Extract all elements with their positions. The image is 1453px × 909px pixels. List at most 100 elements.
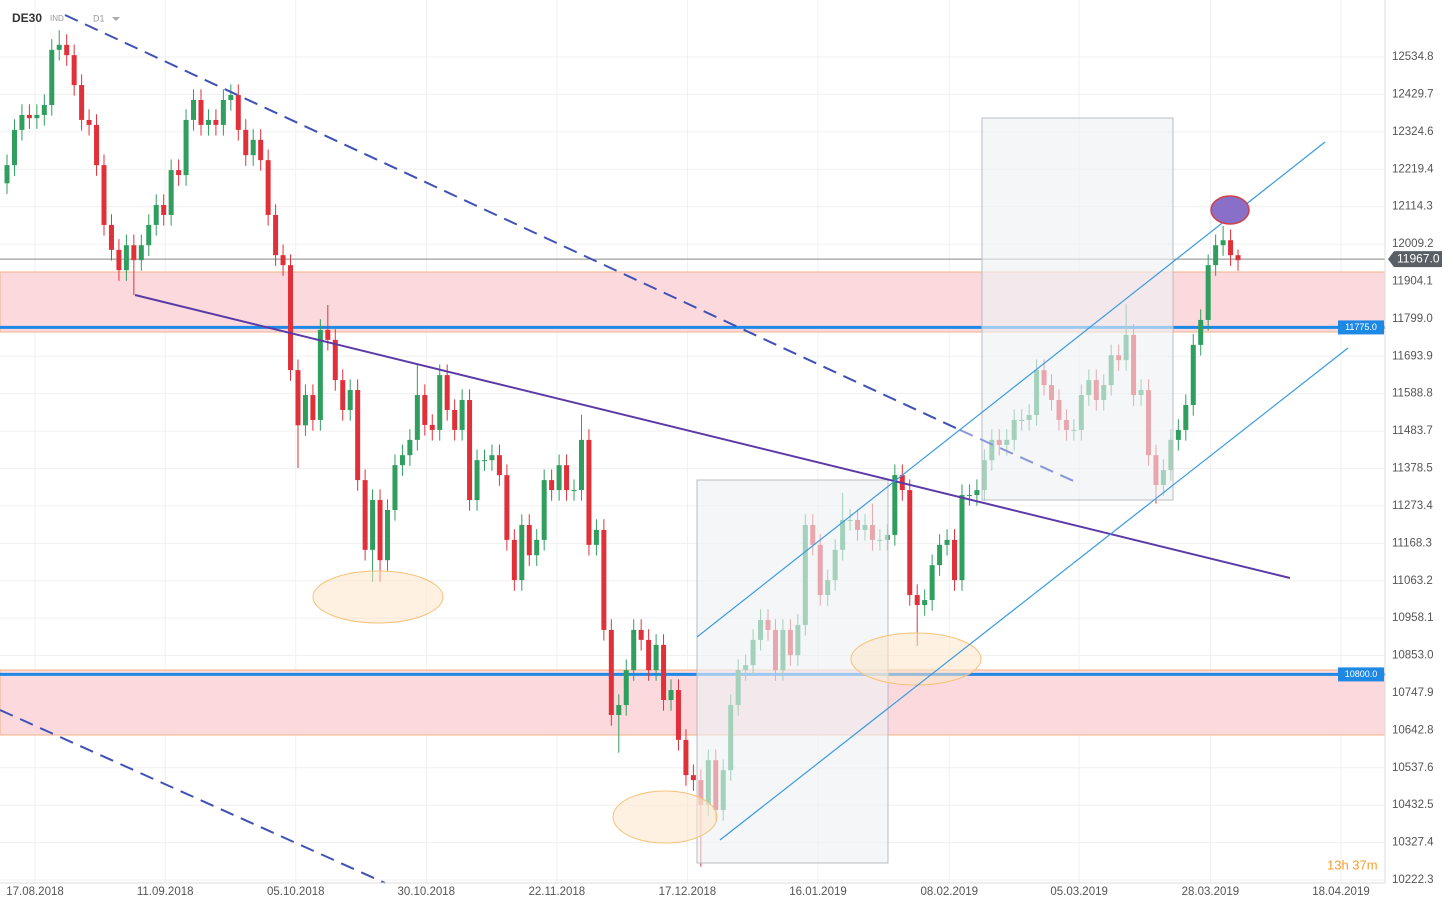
candle-body <box>601 529 607 630</box>
candle-body <box>952 539 958 581</box>
candle-body <box>86 119 92 125</box>
candle-body <box>586 439 592 545</box>
candle-body <box>108 224 114 250</box>
trendline <box>134 294 1291 579</box>
labels: 12534.8 12429.7 12324.6 12219.4 12114.3 12009… <box>6 51 1442 898</box>
x-tick-label: 05.03.2019 <box>1050 886 1108 898</box>
y-tick-label: 10747.9 <box>1392 687 1434 699</box>
candle-body <box>414 395 420 440</box>
candle-body <box>56 44 62 50</box>
candle-body <box>519 524 525 581</box>
candle-body <box>153 204 159 225</box>
candle-body <box>340 380 346 410</box>
candle-body <box>183 119 189 176</box>
candle-body <box>422 395 428 425</box>
candle-body <box>176 170 182 176</box>
ellipse-marker <box>612 790 718 844</box>
candle-body <box>116 249 122 271</box>
x-tick-label: 17.12.2018 <box>659 886 717 898</box>
candle-body <box>593 529 599 545</box>
candle-body <box>534 539 540 556</box>
dashed-trendline <box>64 14 961 431</box>
x-tick-label: 11.09.2018 <box>137 886 194 898</box>
candle-body <box>683 739 689 776</box>
candle-body <box>653 644 659 671</box>
candle-body <box>966 495 972 497</box>
candle-body <box>325 329 331 340</box>
candle-body <box>496 455 502 476</box>
x-tick-label: 08.02.2019 <box>921 886 979 898</box>
candle-body <box>362 480 368 550</box>
highlight-box <box>981 117 1174 501</box>
candle-body <box>437 375 443 430</box>
candle-body <box>332 339 338 381</box>
y-tick-label: 11063.2 <box>1392 575 1433 587</box>
candle-body <box>317 329 323 420</box>
x-tick-label: 18.04.2019 <box>1312 886 1370 898</box>
candle-body <box>1205 265 1211 320</box>
candle-body <box>1228 240 1234 256</box>
y-tick-label: 10222.3 <box>1392 874 1434 886</box>
candle-body <box>616 705 622 715</box>
candle-body <box>198 100 204 125</box>
candle-body <box>191 100 197 120</box>
candle-body <box>481 460 487 462</box>
resistance-zone <box>0 271 1386 333</box>
candle-body <box>295 370 301 426</box>
candle-body <box>94 124 100 166</box>
y-tick-label: 10537.6 <box>1392 762 1434 774</box>
candle-body <box>377 500 383 561</box>
candle-body <box>205 119 211 125</box>
candle-body <box>489 455 495 461</box>
candle-body <box>26 114 32 119</box>
candle-body <box>608 629 614 715</box>
last-price-label: 11967.0 <box>1397 251 1440 265</box>
candle-body <box>161 204 167 215</box>
candle-body <box>690 775 696 781</box>
candle-body <box>243 129 249 156</box>
candle-body <box>907 490 913 596</box>
symbol: DE30 <box>12 11 42 25</box>
candle-body <box>146 224 152 246</box>
highlight-box <box>696 479 889 864</box>
level-label: 11775.0 <box>1345 322 1377 332</box>
channel-line <box>696 141 1326 638</box>
y-tick-label: 11588.8 <box>1392 388 1433 400</box>
y-tick-label: 11483.7 <box>1392 425 1433 437</box>
candle-body <box>646 639 652 671</box>
level-label: 10800.0 <box>1345 669 1378 679</box>
candle-body <box>71 55 77 86</box>
candle-body <box>541 480 547 540</box>
y-tick-label: 11693.9 <box>1392 350 1433 362</box>
ellipse-marker <box>312 570 444 624</box>
candle-body <box>235 95 241 130</box>
market: IND <box>50 14 64 23</box>
candle-body <box>668 690 674 701</box>
timer: 13h 37m <box>1327 857 1378 872</box>
dropdown-icon <box>112 17 120 21</box>
candle-body <box>265 160 271 215</box>
candle-body <box>228 95 234 101</box>
y-tick-label: 11799.0 <box>1392 313 1433 325</box>
candle-body <box>288 265 294 371</box>
candle-body <box>1190 344 1196 406</box>
y-tick-label: 10327.4 <box>1392 837 1434 849</box>
y-tick-label: 12219.4 <box>1392 163 1434 175</box>
candle-body <box>407 439 413 456</box>
y-tick-label: 10958.1 <box>1392 612 1434 624</box>
candle-body <box>959 495 965 581</box>
candle-body <box>474 460 480 501</box>
candle-body <box>11 129 17 166</box>
candle-body <box>631 629 637 671</box>
y-tick-label: 12114.3 <box>1392 201 1433 213</box>
candle-body <box>638 629 644 640</box>
candle-body <box>1220 240 1226 246</box>
candle-body <box>661 644 667 701</box>
y-tick-label: 10642.8 <box>1392 724 1434 736</box>
candle-body <box>347 390 353 410</box>
candle-body <box>578 439 584 491</box>
y-tick-label: 12534.8 <box>1392 51 1434 63</box>
y-tick-label: 11273.4 <box>1392 500 1433 512</box>
candle-body <box>1213 245 1219 266</box>
candle-body <box>444 375 450 410</box>
